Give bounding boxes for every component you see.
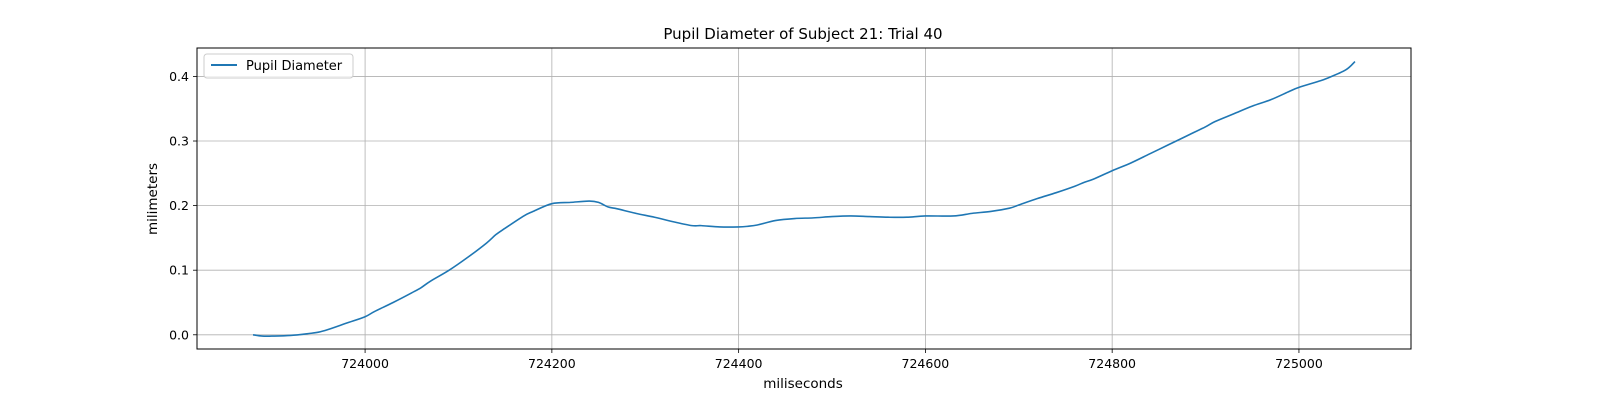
y-axis-ticks: 0.0 0.1 0.2 0.3 0.4: [169, 69, 197, 342]
y-axis-label: milimeters: [145, 163, 161, 235]
legend-box: [203, 53, 354, 79]
y-tick-label: 0.4: [169, 69, 189, 84]
series-line-pupil-diameter: [252, 60, 1356, 338]
x-tick-label: 724200: [528, 356, 576, 371]
x-axis-label: miliseconds: [763, 376, 843, 392]
x-tick-label: 724000: [341, 356, 389, 371]
x-axis-ticks: 724000 724200 724400 724600 724800 725000: [341, 349, 1323, 371]
grid: [197, 48, 1411, 349]
plot-frame: [196, 47, 1412, 350]
x-tick-label: 725000: [1275, 356, 1323, 371]
x-tick-label: 724800: [1088, 356, 1136, 371]
x-tick-label: 724400: [715, 356, 763, 371]
chart-title: Pupil Diameter of Subject 21: Trial 40: [663, 25, 942, 43]
y-tick-label: 0.2: [169, 198, 189, 213]
y-tick-label: 0.0: [169, 327, 189, 342]
series-layer: [252, 60, 1356, 338]
legend-label: Pupil Diameter: [246, 59, 343, 74]
y-tick-label: 0.1: [169, 263, 189, 278]
x-tick-label: 724600: [902, 356, 950, 371]
y-tick-label: 0.3: [169, 134, 189, 149]
legend: Pupil Diameter: [203, 53, 354, 79]
